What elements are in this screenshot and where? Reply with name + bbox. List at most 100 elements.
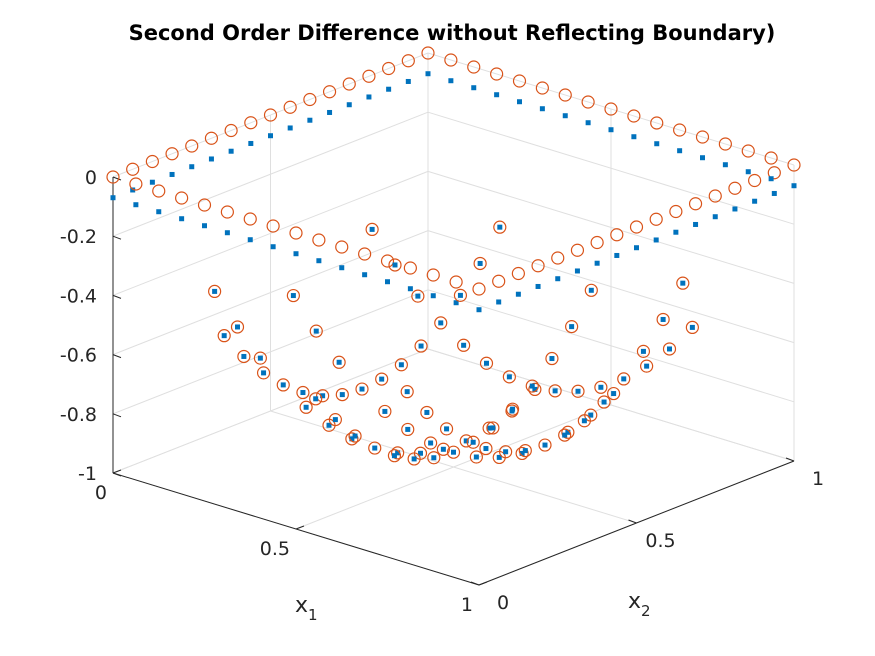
data-marker-circle [479,356,494,370]
data-marker-point [768,176,774,182]
data-marker-circle [220,205,234,219]
data-marker-circle [469,450,483,464]
data-marker-circle [604,102,618,116]
data-marker-circle [640,359,654,373]
grid-line [270,410,637,524]
data-marker-circle [551,251,565,265]
data-marker-point [339,392,345,398]
data-marker-point [407,286,413,292]
data-marker-circle [548,384,562,398]
data-marker-point [438,320,444,326]
data-marker-circle [407,452,421,466]
data-marker-circle [175,191,189,205]
data-marker-circle [426,268,440,282]
data-marker-point [336,359,342,365]
data-marker-circle [391,446,405,460]
data-marker-circle [767,166,781,180]
data-marker-point [457,292,463,298]
grid-line [427,348,795,462]
data-marker-circle [348,429,362,443]
data-marker-point [221,333,227,339]
data-marker-point [248,140,254,146]
data-marker-circle [342,77,356,91]
data-marker-circle [382,61,396,76]
z-tick-label: -0.6 [60,345,97,367]
data-marker-point [372,445,378,451]
data-marker-point [366,94,372,100]
data-marker-point [339,265,345,271]
data-marker-circle [610,228,624,242]
data-marker-point [732,206,738,212]
data-marker-point [745,169,751,175]
data-marker-point [270,244,276,250]
z-tick [112,472,122,477]
data-marker-circle [511,266,525,281]
data-marker-point [385,279,390,285]
data-marker-circle [486,421,500,435]
data-marker-point [228,148,234,154]
data-marker-point [660,316,666,322]
data-marker-circle [253,351,267,365]
data-marker-circle [439,422,454,436]
data-marker-circle [446,445,461,459]
data-marker-point [631,134,637,140]
data-marker-point [448,78,454,84]
data-marker-point [477,260,483,266]
data-marker-circle [545,351,559,366]
data-marker-circle [535,81,549,95]
grid-line [112,289,429,415]
data-marker-point [428,440,434,446]
data-marker-point [549,356,555,362]
data-marker-point [208,156,214,162]
data-marker-circle [577,414,591,428]
data-marker-point [451,449,456,455]
data-marker-point [517,99,522,105]
data-marker-point [130,187,136,193]
x2-tick-label: 0 [497,592,509,614]
data-marker-point [476,307,482,313]
data-marker-circle [414,339,428,353]
data-marker-circle [208,284,222,299]
data-marker-circle [237,349,251,364]
data-marker-circle [335,240,349,254]
data-marker-point [471,85,477,91]
data-marker-circle [492,274,506,288]
data-marker-circle [676,276,690,290]
data-marker-circle [453,288,468,302]
data-marker-point [601,399,607,405]
data-marker-point [562,432,568,438]
data-marker-circle [387,449,402,463]
data-marker-point [293,251,299,257]
data-marker-circle [362,69,376,83]
data-marker-circle [499,445,513,459]
data-marker-point [463,438,469,444]
x1-axis-label: x1 [295,593,318,624]
data-marker-circle [558,428,572,442]
data-marker-circle [401,422,415,437]
data-marker-circle [322,85,337,99]
data-marker-point [555,276,561,282]
data-layer [106,46,801,466]
data-marker-circle [649,212,663,226]
data-marker-circle [607,386,621,401]
data-marker-circle [244,116,258,130]
data-marker-point [307,117,313,123]
data-marker-point [562,113,568,119]
data-marker-point [503,449,509,455]
data-marker-point [461,342,467,348]
x2-axis-label-sub: 2 [641,602,651,620]
data-marker-circle [444,53,458,67]
data-marker-circle [420,405,434,420]
data-marker-point [588,412,594,418]
data-marker-point [680,280,686,286]
data-marker-circle [309,392,323,406]
x1-tick [295,525,305,530]
data-marker-circle [403,261,417,275]
data-marker-point [287,125,293,131]
data-marker-circle [217,329,231,343]
data-marker-point [515,291,521,297]
data-marker-point [404,389,410,395]
data-marker-circle [650,116,664,130]
data-marker-circle [581,95,595,109]
data-marker-circle [528,382,542,397]
